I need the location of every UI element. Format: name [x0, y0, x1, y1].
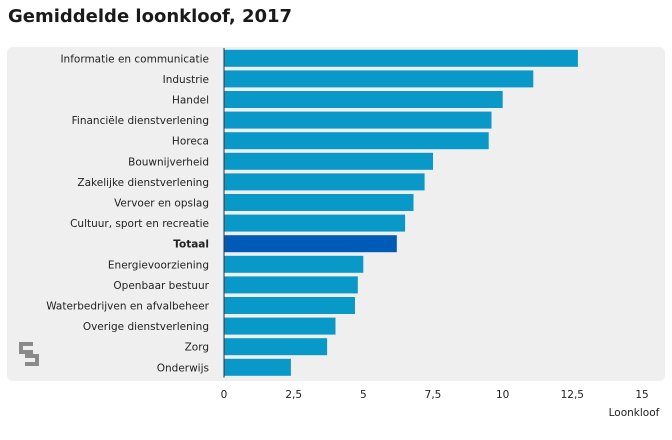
category-label-onderwijs: Onderwijs [157, 362, 209, 374]
x-tick-label: 5 [360, 389, 367, 401]
bar-informatie-en-communicatie [224, 49, 578, 67]
category-label-horeca: Horeca [172, 136, 209, 148]
category-label-zakelijke-dienstverlening: Zakelijke dienstverlening [77, 177, 209, 189]
category-label-cultuur-sport-en-recreatie: Cultuur, sport en recreatie [70, 218, 209, 230]
category-label-vervoer-en-opslag: Vervoer en opslag [114, 198, 209, 210]
chart-title: Gemiddelde loonkloof, 2017 [8, 6, 293, 27]
category-label-bouwnijverheid: Bouwnijverheid [128, 156, 209, 168]
bar-onderwijs [224, 358, 291, 376]
x-tick-label: 10 [496, 389, 509, 401]
bar-totaal [224, 235, 397, 253]
bar-openbaar-bestuur [224, 276, 358, 294]
bar-overige-dienstverlening [224, 317, 336, 335]
bar-horeca [224, 132, 489, 150]
category-label-waterbedrijven-en-afvalbeheer: Waterbedrijven en afvalbeheer [46, 301, 209, 313]
category-label-handel: Handel [172, 95, 209, 107]
category-label-totaal: Totaal [173, 239, 209, 251]
bar-energievoorziening [224, 255, 364, 273]
cbs-logo-icon [19, 342, 39, 366]
bar-handel [224, 91, 503, 108]
category-label-financiele-dienstverlening: Financiële dienstverlening [72, 115, 209, 127]
bar-bouwnijverheid [224, 152, 433, 170]
x-axis-ticks: 0 2,5 5 7,5 10 12,5 15 [221, 389, 649, 401]
bar-vervoer-en-opslag [224, 194, 414, 211]
category-label-openbaar-bestuur: Openbaar bestuur [113, 280, 209, 292]
category-label-industrie: Industrie [163, 74, 209, 86]
bars [224, 49, 578, 376]
bar-waterbedrijven-en-afvalbeheer [224, 297, 355, 314]
x-tick-label: 12,5 [561, 389, 584, 401]
category-label-overige-dienstverlening: Overige dienstverlening [83, 321, 209, 333]
x-axis-title: Loonkloof [609, 407, 660, 419]
category-labels: Informatie en communicatie Industrie Hande… [46, 53, 209, 374]
x-tick-label: 2,5 [285, 389, 302, 401]
bar-zorg [224, 338, 328, 356]
category-label-informatie-en-communicatie: Informatie en communicatie [60, 53, 209, 65]
category-label-zorg: Zorg [185, 342, 209, 354]
bar-cultuur-sport-en-recreatie [224, 214, 406, 232]
category-label-energievoorziening: Energievoorziening [108, 259, 209, 271]
bar-zakelijke-dienstverlening [224, 173, 425, 191]
bar-industrie [224, 70, 534, 88]
x-tick-label: 15 [635, 389, 648, 401]
x-tick-label: 0 [221, 389, 228, 401]
bar-financiele-dienstverlening [224, 111, 492, 129]
x-tick-label: 7,5 [425, 389, 442, 401]
